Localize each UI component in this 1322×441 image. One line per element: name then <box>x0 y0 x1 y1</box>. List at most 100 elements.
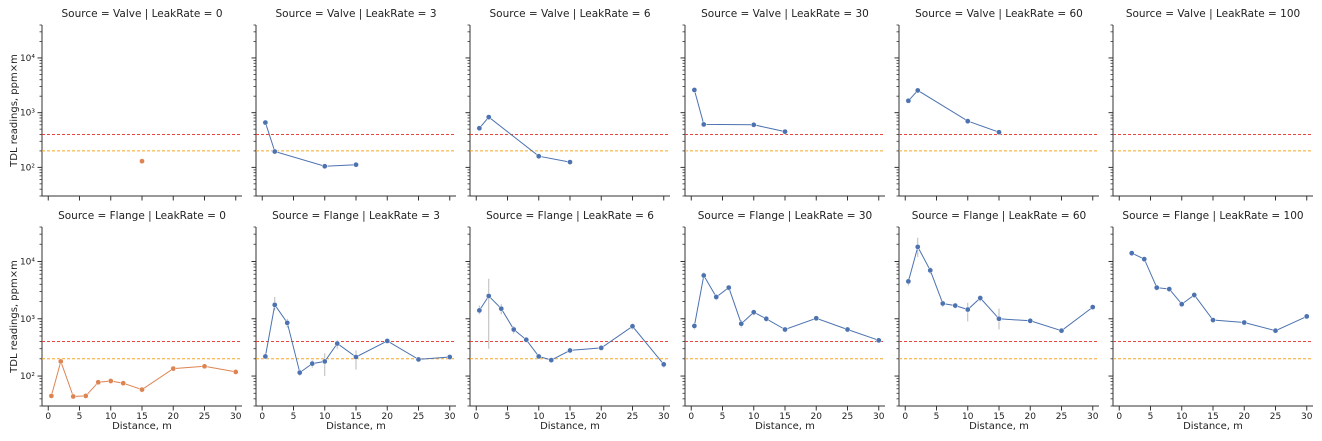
data-point <box>977 295 984 301</box>
data-point <box>875 337 882 344</box>
series-line <box>693 89 786 133</box>
data-point <box>1141 256 1148 262</box>
panel-title: Source = Valve | LeakRate = 3 <box>275 8 436 20</box>
panel-1-2: Source = Flange | LeakRate = 6 0 5 10 15 20 25… <box>465 210 670 432</box>
data-point <box>170 365 177 372</box>
x-axis-label: Distance, m <box>755 421 815 432</box>
panel-1-5: Source = Flange | LeakRate = 100 0 5 10 15 20… <box>1108 210 1313 432</box>
data-point <box>905 278 912 285</box>
data-point <box>964 118 971 124</box>
x-tick-label: 20 <box>596 412 608 422</box>
x-tick-label: 5 <box>934 412 940 422</box>
data-point <box>914 244 921 250</box>
y-tick-label: 10³ <box>20 315 35 325</box>
x-tick-label: 10 <box>533 412 545 422</box>
data-point <box>82 393 89 399</box>
x-tick-label: 0 <box>259 412 265 422</box>
data-point <box>939 300 946 307</box>
data-point <box>1153 284 1160 291</box>
data-point <box>1027 317 1034 324</box>
data-point <box>782 128 788 135</box>
x-tick-label: 10 <box>748 412 760 422</box>
data-point <box>334 340 341 347</box>
y-tick-label: 10³ <box>20 109 35 119</box>
data-point <box>271 301 278 308</box>
data-point <box>446 354 453 360</box>
data-point <box>1089 304 1096 310</box>
panel-0-0: Source = Valve | LeakRate = 0 10² 10³ 10⁴TD… <box>9 8 242 201</box>
data-point <box>750 309 757 316</box>
panel-title: Source = Valve | LeakRate = 0 <box>61 8 222 20</box>
data-point <box>95 379 102 386</box>
x-tick-label: 20 <box>1025 412 1037 422</box>
series-line <box>908 89 1000 133</box>
data-point <box>738 320 745 327</box>
data-point <box>48 393 55 399</box>
x-tick-label: 20 <box>382 412 394 422</box>
series-line <box>1131 252 1308 332</box>
series-line <box>264 303 450 374</box>
x-axis-label: Distance, m <box>969 421 1029 432</box>
series-line <box>478 295 665 365</box>
x-tick-label: 5 <box>77 412 83 422</box>
x-tick-label: 15 <box>136 412 147 422</box>
data-point <box>782 326 788 333</box>
x-tick-label: 15 <box>779 412 790 422</box>
panel-1-4: Source = Flange | LeakRate = 60 0 5 10 15 20 2… <box>894 210 1099 432</box>
data-point <box>384 338 391 344</box>
panel-1-1: Source = Flange | LeakRate = 3 0 5 10 15 20 25… <box>251 210 456 432</box>
x-tick-label: 0 <box>473 412 479 422</box>
y-tick-label: 10² <box>20 372 35 382</box>
x-tick-label: 20 <box>811 412 823 422</box>
data-point <box>964 306 971 313</box>
y-tick-label: 10⁴ <box>20 257 35 267</box>
data-point <box>713 294 720 300</box>
data-point <box>70 393 77 400</box>
data-point <box>535 353 542 360</box>
x-tick-label: 0 <box>688 412 694 422</box>
y-axis-label: TDL readings, ppm×m <box>9 260 20 374</box>
panel-title: Source = Valve | LeakRate = 60 <box>915 8 1083 20</box>
data-point <box>1058 327 1065 334</box>
x-tick-label: 15 <box>350 412 361 422</box>
x-tick-label: 30 <box>873 412 885 422</box>
data-point <box>1303 313 1310 320</box>
panel-title: Source = Valve | LeakRate = 100 <box>1126 8 1300 20</box>
data-point <box>700 121 707 128</box>
data-point <box>914 87 921 94</box>
data-point <box>535 153 542 160</box>
data-point <box>57 358 64 365</box>
data-point <box>629 323 636 330</box>
data-point <box>813 315 820 322</box>
panel-title: Source = Flange | LeakRate = 6 <box>486 210 654 222</box>
data-point <box>120 380 127 387</box>
x-axis-label: Distance, m <box>326 421 386 432</box>
panel-title: Source = Flange | LeakRate = 3 <box>272 210 440 222</box>
data-point <box>262 353 269 360</box>
data-point <box>353 161 359 168</box>
x-axis-label: Distance, m <box>1183 421 1243 432</box>
x-tick-label: 10 <box>1176 412 1188 422</box>
panel-0-4: Source = Valve | LeakRate = 60 <box>894 8 1099 201</box>
panel-0-2: Source = Valve | LeakRate = 6 <box>465 8 670 201</box>
x-tick-label: 10 <box>105 412 117 422</box>
data-point <box>321 358 328 365</box>
data-point <box>485 293 492 299</box>
x-tick-label: 20 <box>168 412 180 422</box>
data-point <box>691 323 698 329</box>
data-point <box>1241 319 1248 326</box>
x-tick-label: 0 <box>1116 412 1122 422</box>
x-tick-label: 5 <box>1148 412 1154 422</box>
data-point <box>598 345 605 351</box>
data-point <box>284 319 291 326</box>
y-axis-label: TDL readings, ppm×m <box>9 54 20 168</box>
y-tick-label: 10² <box>20 163 35 173</box>
series-line <box>479 116 571 163</box>
data-point <box>321 163 328 170</box>
x-tick-label: 30 <box>1087 412 1099 422</box>
data-point <box>1178 301 1185 307</box>
panel-title: Source = Valve | LeakRate = 30 <box>701 8 869 20</box>
data-point <box>567 347 573 354</box>
data-point <box>660 361 667 368</box>
